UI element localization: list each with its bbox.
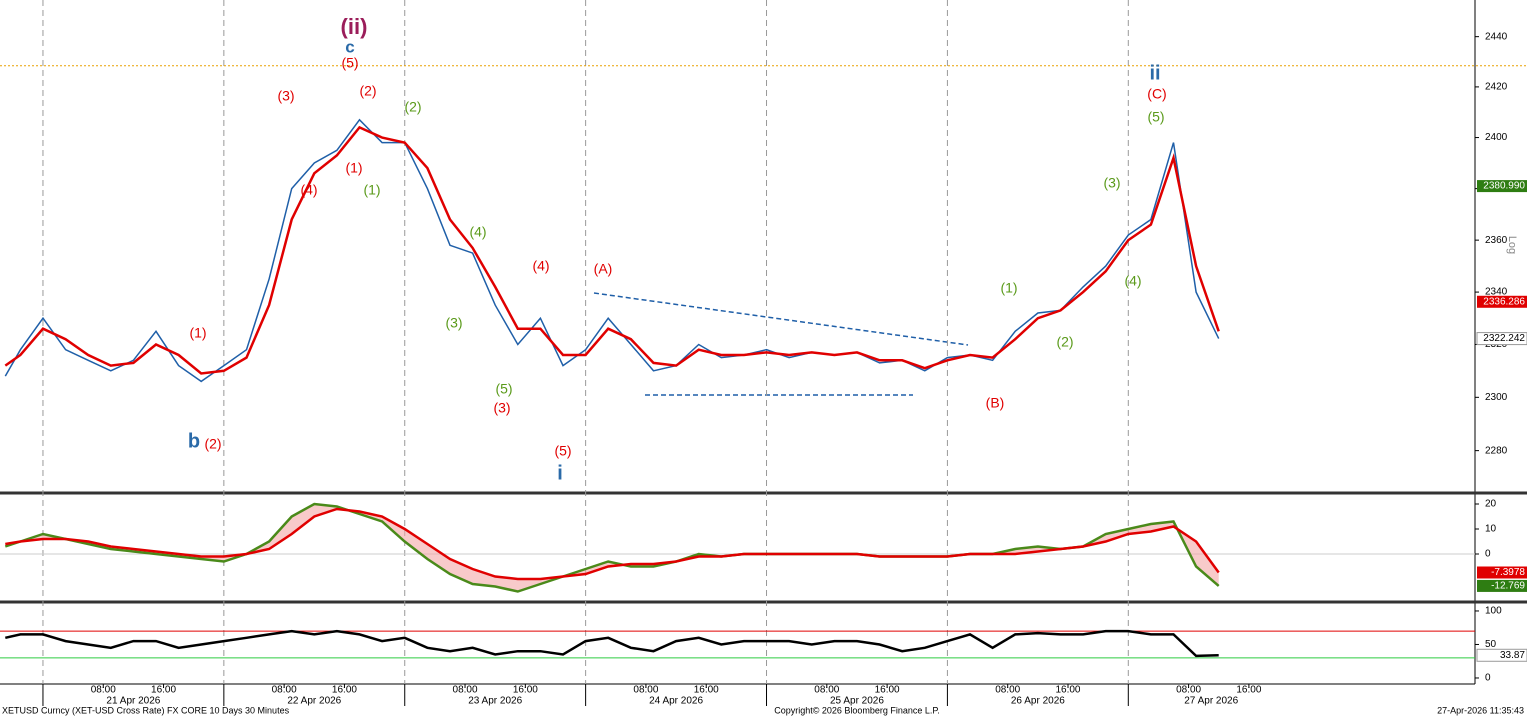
x-tick-label: 16:00 [1236, 685, 1261, 696]
value-box [1477, 295, 1527, 308]
triangle-pattern [593, 292, 969, 396]
value-box-label: 33.87 [1500, 650, 1525, 661]
wave-label: (5) [554, 443, 571, 459]
wave-label: (1) [363, 182, 380, 198]
x-tick-label: 08:00 [1176, 685, 1201, 696]
wave-label: (ii) [341, 14, 368, 39]
wave-label: (3) [445, 315, 462, 331]
x-tick-label: 08:00 [272, 685, 297, 696]
wave-label: (2) [1056, 334, 1073, 350]
date-label: 22 Apr 2026 [287, 696, 341, 707]
date-label: 24 Apr 2026 [649, 696, 703, 707]
scale-label: Log [1506, 236, 1518, 254]
date-label: 25 Apr 2026 [830, 696, 884, 707]
value-box-label: 2380.990 [1483, 181, 1525, 192]
x-tick-label: 16:00 [151, 685, 176, 696]
y-tick-label: 2280 [1485, 445, 1508, 456]
date-label: 27 Apr 2026 [1184, 696, 1238, 707]
y-tick-label: 2440 [1485, 31, 1508, 42]
x-tick-label: 16:00 [875, 685, 900, 696]
wave-label: (4) [532, 258, 549, 274]
wave-label: (3) [493, 400, 510, 416]
wave-label: (A) [594, 261, 613, 277]
x-tick-label: 08:00 [814, 685, 839, 696]
wave-label: (2) [204, 436, 221, 452]
date-label: 21 Apr 2026 [106, 696, 160, 707]
value-box-label: 2322.242 [1483, 333, 1525, 344]
wave-label: (1) [345, 160, 362, 176]
y-tick-label: 50 [1485, 639, 1497, 650]
wave-label: (4) [300, 182, 317, 198]
wave-label: (5) [341, 55, 358, 71]
timestamp: 27-Apr-2026 11:35:43 [1437, 705, 1524, 715]
x-tick-label: 16:00 [513, 685, 538, 696]
y-tick-label: 2300 [1485, 392, 1508, 403]
y-tick-label: 0 [1485, 673, 1491, 684]
wave-label: ii [1149, 62, 1160, 84]
date-label: 23 Apr 2026 [468, 696, 522, 707]
wave-label: (B) [986, 395, 1005, 411]
wave-label: (5) [495, 381, 512, 397]
value-box [1476, 648, 1527, 662]
x-tick-label: 16:00 [1055, 685, 1080, 696]
wave-label: c [345, 37, 354, 56]
x-tick-label: 08:00 [453, 685, 478, 696]
wave-label: (1) [189, 325, 206, 341]
wave-label: (4) [1124, 273, 1141, 289]
y-tick-label: 20 [1485, 499, 1497, 510]
value-box [1476, 332, 1527, 346]
x-tick-label: 08:00 [995, 685, 1020, 696]
security-label: XETUSD Curncy (XET-USD Cross Rate) FX CO… [2, 705, 290, 715]
wave-label: (2) [404, 99, 421, 115]
wave-label: (3) [1103, 175, 1120, 191]
series-line [4, 125, 1220, 375]
value-box [1477, 180, 1527, 193]
wave-label: (5) [1147, 109, 1164, 125]
wave-label: b [188, 430, 200, 452]
y-tick-label: 2400 [1485, 132, 1508, 143]
y-tick-label: 100 [1485, 606, 1502, 617]
value-box-label: -7.3978 [1491, 567, 1525, 578]
y-tick-label: 2360 [1485, 235, 1508, 246]
x-tick-label: 16:00 [694, 685, 719, 696]
wave-label: (2) [359, 83, 376, 99]
copyright: Copyright© 2026 Bloomberg Finance L.P. [774, 705, 940, 715]
series-line [4, 502, 1220, 593]
wave-label: (4) [469, 224, 486, 240]
x-tick-label: 16:00 [332, 685, 357, 696]
y-tick-label: 0 [1485, 549, 1491, 560]
wave-label: (3) [277, 88, 294, 104]
value-box-label: -12.769 [1491, 581, 1525, 592]
series-line [5, 629, 1219, 658]
wave-label: (1) [1000, 280, 1017, 296]
y-tick-label: 10 [1485, 524, 1497, 535]
value-box-label: 2336.286 [1483, 296, 1525, 307]
series-line [4, 118, 1220, 383]
value-box [1477, 579, 1527, 592]
y-tick-label: 2420 [1485, 82, 1508, 93]
value-box [1477, 566, 1527, 579]
y-tick-label: 2340 [1485, 287, 1508, 298]
x-tick-label: 08:00 [91, 685, 116, 696]
x-tick-label: 08:00 [633, 685, 658, 696]
date-label: 26 Apr 2026 [1011, 696, 1065, 707]
series-line [5, 507, 1220, 581]
wave-label: i [557, 462, 563, 484]
wave-label: (C) [1147, 86, 1166, 102]
